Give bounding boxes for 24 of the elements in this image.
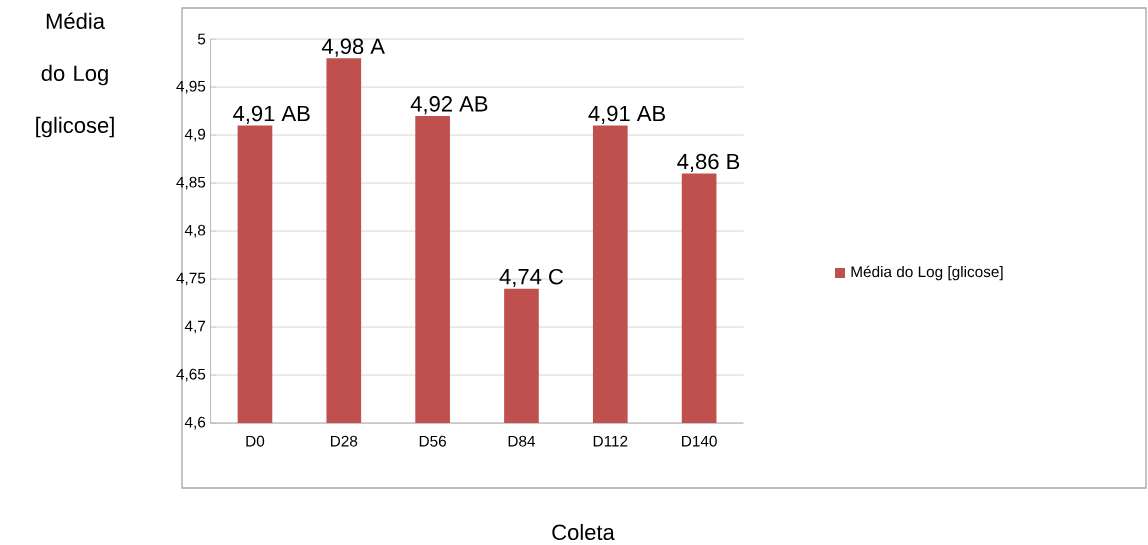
data-label: 4,86 B	[677, 153, 740, 172]
y-tick-label: 4,65	[176, 368, 206, 382]
x-tick-label: D28	[330, 435, 358, 447]
legend-label: Média do Log [glicose]	[851, 265, 1003, 281]
y-tick-label: 4,95	[176, 80, 206, 94]
y-tick-label: 4,75	[176, 272, 206, 286]
x-tick-label: D56	[419, 435, 446, 447]
y-tick-label: 5	[197, 33, 206, 45]
x-tick-label: D140	[682, 435, 717, 447]
data-label: 4,92 AB	[410, 96, 488, 115]
text: Média do Log [glicose]	[36, 12, 114, 138]
x-tick-label: D84	[508, 435, 536, 447]
data-label: 4,74 C	[499, 268, 564, 288]
y-tick-label: 4,7	[184, 320, 206, 334]
y-tick-label: 4,8	[184, 224, 206, 238]
x-tick-label: D0	[246, 435, 265, 447]
x-tick-label: D112	[593, 435, 628, 447]
y-tick-label: 4,85	[176, 176, 206, 190]
data-label: 4,91 AB	[233, 105, 310, 124]
y-tick-label: 4,6	[184, 416, 206, 430]
y-tick-label: 4,9	[184, 128, 206, 142]
data-label: 4,91 AB	[588, 105, 665, 124]
x-axis-title: Coleta	[552, 523, 615, 541]
data-label: 4,98 A	[321, 38, 385, 57]
